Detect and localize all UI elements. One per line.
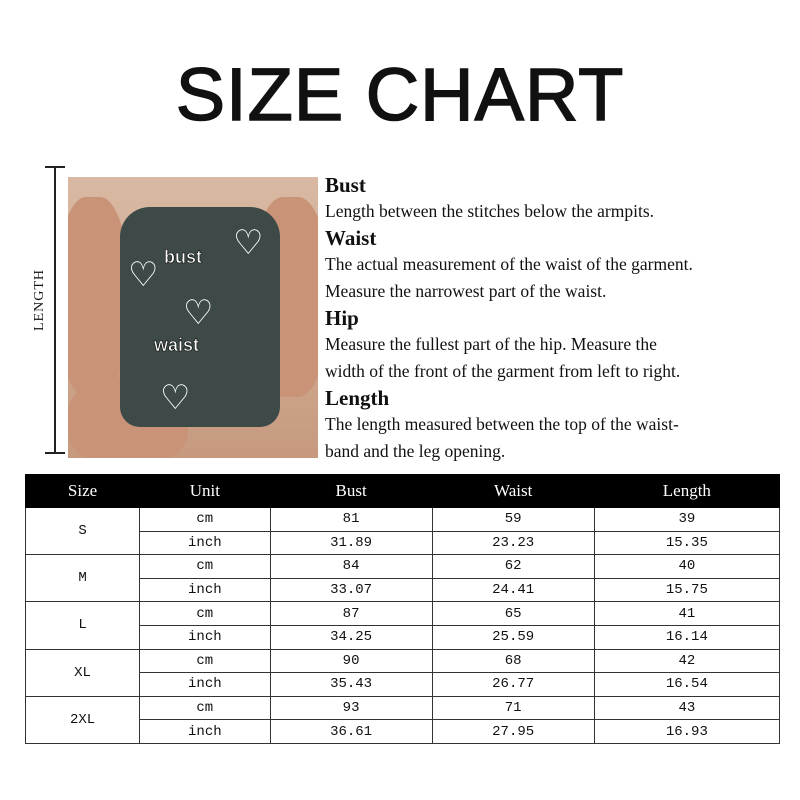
table-cell: inch (139, 624, 271, 650)
table-cell: 65 (431, 601, 595, 626)
column-header: Unit (139, 474, 271, 508)
table-cell: 31.89 (269, 530, 433, 556)
table-cell: 41 (593, 601, 781, 626)
table-row: XL cm 90 68 42 (24, 648, 781, 697)
length-label: LENGTH (32, 269, 47, 331)
heart-print: ♡ (128, 257, 159, 294)
page-title: SIZE CHART (175, 52, 625, 137)
heart-print: ♡ (160, 380, 191, 417)
description-text: Measure the fullest part of the hip. Mea… (325, 334, 657, 354)
table-row: inch 34.25 25.59 16.14 (26, 624, 781, 650)
waist-label: waist (154, 335, 200, 356)
table-cell: 34.25 (269, 624, 433, 650)
table-row: inch 33.07 24.41 15.75 (26, 577, 781, 603)
measurement-descriptions: Bust Length between the stitches below th… (325, 172, 795, 465)
table-cell: 16.54 (593, 672, 781, 697)
description-heading: Hip (325, 306, 359, 330)
table-row: inch 35.43 26.77 16.54 (26, 672, 781, 697)
table-cell: cm (139, 507, 271, 532)
table-cell: 87 (269, 601, 433, 626)
table-cell: 84 (269, 554, 433, 579)
table-cell: 68 (431, 648, 595, 674)
size-cell: S (24, 506, 141, 556)
table-cell: 59 (431, 507, 595, 532)
description-text: The actual measurement of the waist of t… (325, 254, 693, 274)
camisole-top (120, 207, 280, 427)
table-cell: 16.93 (593, 719, 781, 744)
table-row: inch 36.61 27.95 16.93 (26, 719, 781, 744)
description-text: Measure the narrowest part of the waist. (325, 281, 607, 301)
table-cell: 26.77 (431, 672, 595, 697)
heart-print: ♡ (233, 225, 264, 262)
table-cell: 33.07 (269, 577, 433, 603)
table-cell: 16.14 (593, 624, 781, 650)
table-cell: inch (139, 577, 271, 603)
table-cell: inch (139, 672, 271, 697)
description-text: The length measured between the top of t… (325, 414, 679, 434)
description-heading: Waist (325, 226, 377, 250)
description-text: band and the leg opening. (325, 441, 506, 461)
length-arrow-line (54, 167, 56, 453)
description-text: Length between the stitches below the ar… (325, 201, 655, 221)
column-header: Length (593, 474, 781, 508)
arm-left (68, 197, 128, 397)
length-arrow-top-tick (45, 166, 65, 168)
column-header: Waist (431, 474, 595, 508)
table-cell: cm (139, 601, 271, 626)
table-cell: cm (139, 648, 271, 674)
column-header: Bust (269, 474, 433, 508)
product-photo: ♡ ♡ ♡ ♡ bust waist (68, 177, 318, 458)
table-cell: 23.23 (431, 530, 595, 556)
table-cell: 81 (269, 507, 433, 532)
table-cell: inch (139, 530, 271, 556)
table-row: 2XL cm 93 71 43 (24, 695, 781, 744)
table-cell: 39 (593, 507, 781, 532)
table-cell: 42 (593, 648, 781, 674)
table-row: inch 31.89 23.23 15.35 (26, 530, 781, 556)
table-cell: 15.35 (593, 530, 781, 556)
size-cell: M (24, 554, 141, 603)
description-heading: Bust (325, 173, 366, 197)
table-cell: cm (139, 554, 271, 579)
table-header-row: Size Unit Bust Waist Length (24, 474, 781, 508)
table-cell: 93 (269, 695, 433, 721)
table-cell: 36.61 (269, 719, 433, 744)
table-cell: 24.41 (431, 577, 595, 603)
description-text: width of the front of the garment from l… (325, 361, 681, 381)
table-cell: cm (139, 695, 271, 721)
size-cell: L (24, 601, 141, 650)
table-cell: 62 (431, 554, 595, 579)
heart-print: ♡ (183, 295, 214, 332)
size-cell: 2XL (24, 695, 141, 744)
table-cell: inch (139, 719, 271, 744)
table-cell: 35.43 (269, 672, 433, 697)
table-cell: 90 (269, 648, 433, 674)
table-cell: 15.75 (593, 577, 781, 603)
table-cell: 25.59 (431, 624, 595, 650)
column-header: Size (24, 474, 141, 508)
description-heading: Length (325, 386, 390, 410)
size-cell: XL (24, 648, 141, 697)
table-cell: 40 (593, 554, 781, 579)
table-cell: 27.95 (431, 719, 595, 744)
table-cell: 71 (431, 695, 595, 721)
bust-label: bust (164, 247, 203, 268)
table-cell: 43 (593, 695, 781, 721)
length-arrow-bottom-tick (45, 452, 65, 454)
